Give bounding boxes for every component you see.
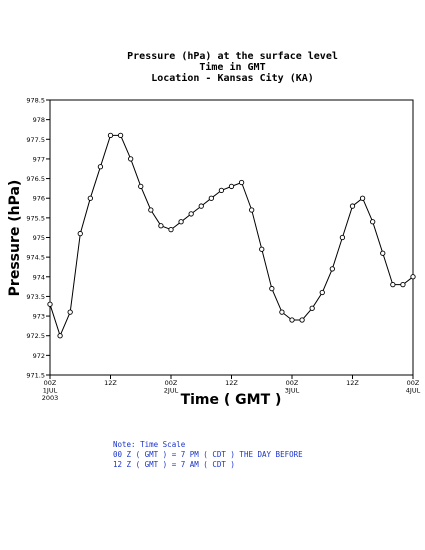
y-tick-label: 972: [33, 352, 45, 360]
x-axis-title: Time ( GMT ): [181, 392, 282, 408]
data-point: [218, 187, 225, 194]
x-tick-label: 00Z: [407, 379, 420, 387]
y-tick-label: 973.5: [26, 293, 45, 301]
y-tick-label: 976: [33, 195, 45, 203]
data-point: [269, 285, 275, 292]
data-point: [289, 317, 295, 323]
x-tick-label: 00Z: [286, 379, 299, 387]
data-point: [400, 281, 406, 288]
data-point: [228, 183, 235, 190]
y-tick-label: 976.5: [26, 175, 45, 183]
data-point: [188, 211, 194, 217]
data-point: [238, 179, 245, 186]
y-axis: 971.5 972 972.5 973 973.5 974 974.5 975 975.5 976…: [26, 97, 50, 380]
x-tick-label: 12Z: [346, 379, 359, 387]
y-tick-label: 977.5: [26, 136, 45, 144]
chart-title-line-2: Time in GMT: [199, 62, 266, 73]
data-point: [279, 309, 285, 315]
data-point: [77, 230, 83, 237]
x-tick-label: 4JUL: [406, 387, 421, 395]
time-scale-note-00z: 00 Z ( GMT ) = 7 PM ( CDT ) THE DAY BEFO…: [113, 450, 303, 459]
x-tick-label: 12Z: [225, 379, 238, 387]
y-tick-label: 977: [33, 155, 45, 163]
time-scale-note-title: Note: Time Scale: [113, 440, 186, 449]
data-point: [47, 301, 53, 307]
x-tick-label: 00Z: [165, 379, 178, 387]
pressure-data-points: [47, 132, 416, 339]
x-tick-label: 12Z: [104, 379, 117, 387]
data-point: [370, 219, 376, 225]
data-point: [178, 219, 184, 225]
x-tick-label: 2003: [42, 394, 59, 402]
data-point: [410, 274, 416, 280]
data-point: [128, 156, 134, 162]
y-tick-label: 978: [33, 116, 45, 124]
data-point: [259, 246, 265, 252]
data-point: [117, 132, 124, 139]
data-point: [299, 317, 305, 323]
data-point: [208, 195, 214, 201]
data-point: [158, 223, 164, 229]
x-tick-label: 3JUL: [285, 387, 300, 395]
y-tick-label: 972.5: [26, 332, 45, 340]
x-tick-label: 1JUL: [43, 387, 58, 395]
y-tick-label: 975.5: [26, 214, 45, 222]
y-tick-label: 975: [33, 234, 45, 242]
y-tick-label: 971.5: [26, 372, 45, 380]
y-tick-label: 978.5: [26, 97, 45, 105]
data-point: [57, 333, 63, 339]
data-point: [309, 305, 315, 311]
data-point: [168, 226, 174, 233]
data-point: [349, 203, 356, 209]
chart-title-line-1: Pressure (hPa) at the surface level: [127, 51, 338, 62]
chart-title-line-3: Location - Kansas City (KA): [151, 73, 314, 84]
x-tick-label: 00Z: [44, 379, 57, 387]
data-point: [107, 132, 114, 139]
data-point: [339, 234, 346, 241]
y-tick-label: 974: [33, 273, 45, 281]
data-point: [138, 183, 144, 190]
data-point: [67, 309, 73, 315]
data-point: [148, 207, 154, 213]
data-point: [319, 289, 325, 296]
data-point: [198, 203, 204, 209]
data-point: [87, 195, 93, 201]
data-point: [359, 195, 366, 201]
data-point: [249, 207, 255, 213]
data-point: [97, 164, 104, 170]
pressure-series-line: [49, 134, 414, 338]
plot-frame: [49, 99, 414, 376]
data-point: [390, 281, 396, 288]
y-tick-label: 974.5: [26, 254, 45, 262]
data-point: [329, 266, 335, 272]
time-scale-note-12z: 12 Z ( GMT ) = 7 AM ( CDT ): [113, 460, 235, 469]
y-tick-label: 973: [33, 313, 45, 321]
x-tick-label: 2JUL: [164, 387, 179, 395]
y-axis-title: Pressure (hPa): [7, 180, 23, 297]
data-point: [380, 250, 386, 256]
